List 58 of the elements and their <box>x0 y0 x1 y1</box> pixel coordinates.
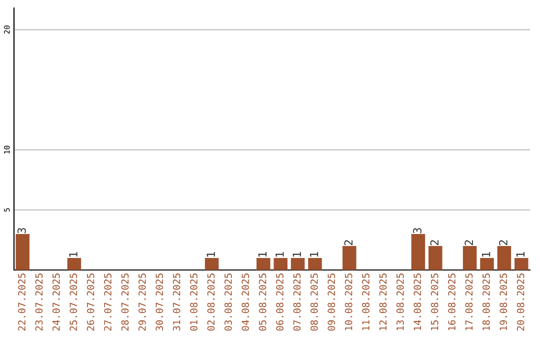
x-tick-label: 02.08.2025 <box>207 274 215 331</box>
x-tick-label: 08.08.2025 <box>310 274 318 331</box>
bar <box>342 246 356 270</box>
x-tick-label: 31.07.2025 <box>172 274 180 331</box>
x-tick-label: 07.08.2025 <box>293 274 301 331</box>
x-tick-label: 27.07.2025 <box>104 274 112 331</box>
data-label: 1 <box>310 252 318 257</box>
x-tick-label: 28.07.2025 <box>121 274 129 331</box>
x-tick-label: 23.07.2025 <box>35 274 43 331</box>
x-tick-label: 16.08.2025 <box>448 274 456 330</box>
bar <box>480 258 494 270</box>
x-tick-label: 09.08.2025 <box>328 274 336 331</box>
data-label: 1 <box>258 252 266 257</box>
data-label: 3 <box>413 228 422 234</box>
bar <box>256 258 270 270</box>
bar <box>290 258 305 270</box>
x-tick-label: 14.08.2025 <box>414 274 422 330</box>
x-tick-label: 25.07.2025 <box>70 274 78 331</box>
data-label: 2 <box>430 240 438 246</box>
x-tick-label: 20.08.2025 <box>516 274 524 331</box>
bar <box>308 258 322 270</box>
data-label: 2 <box>499 240 508 246</box>
data-label: 2 <box>344 240 352 246</box>
bar <box>204 258 219 270</box>
x-tick-label: 06.08.2025 <box>276 274 284 331</box>
x-tick-label: 26.07.2025 <box>86 274 94 331</box>
x-tick-label: 17.08.2025 <box>465 274 473 330</box>
x-tick-label: 04.08.2025 <box>242 274 250 331</box>
bar <box>16 234 30 270</box>
bar <box>274 258 288 270</box>
x-tick-label: 19.08.2025 <box>500 274 508 330</box>
x-tick-label: 24.07.2025 <box>52 274 60 331</box>
x-tick-label: 12.08.2025 <box>379 274 387 330</box>
data-label: 1 <box>276 252 284 257</box>
data-label: 1 <box>206 252 215 257</box>
data-label: 1 <box>516 252 524 257</box>
data-label: 2 <box>464 240 473 246</box>
bar <box>497 246 512 270</box>
x-tick-label: 03.08.2025 <box>224 274 232 331</box>
data-label: 3 <box>17 228 26 234</box>
bar <box>411 234 426 270</box>
x-tick-label: 05.08.2025 <box>258 274 266 331</box>
bar <box>462 246 477 270</box>
bar <box>514 258 528 270</box>
data-label: 1 <box>292 252 301 257</box>
x-tick-label: 30.07.2025 <box>156 274 164 331</box>
x-tick-label: 15.08.2025 <box>430 274 438 330</box>
x-tick-label: 13.08.2025 <box>396 274 404 330</box>
x-tick-label: 01.08.2025 <box>190 274 198 331</box>
bar <box>428 246 442 270</box>
data-label: 1 <box>69 252 78 257</box>
x-tick-label: 18.08.2025 <box>482 274 490 330</box>
x-tick-label: 29.07.2025 <box>138 274 146 331</box>
x-tick-label: 10.08.2025 <box>344 274 352 330</box>
x-tick-label: 11.08.2025 <box>362 274 370 330</box>
data-label: 1 <box>482 252 490 257</box>
x-tick-label: 22.07.2025 <box>18 274 26 331</box>
bar <box>67 258 82 270</box>
